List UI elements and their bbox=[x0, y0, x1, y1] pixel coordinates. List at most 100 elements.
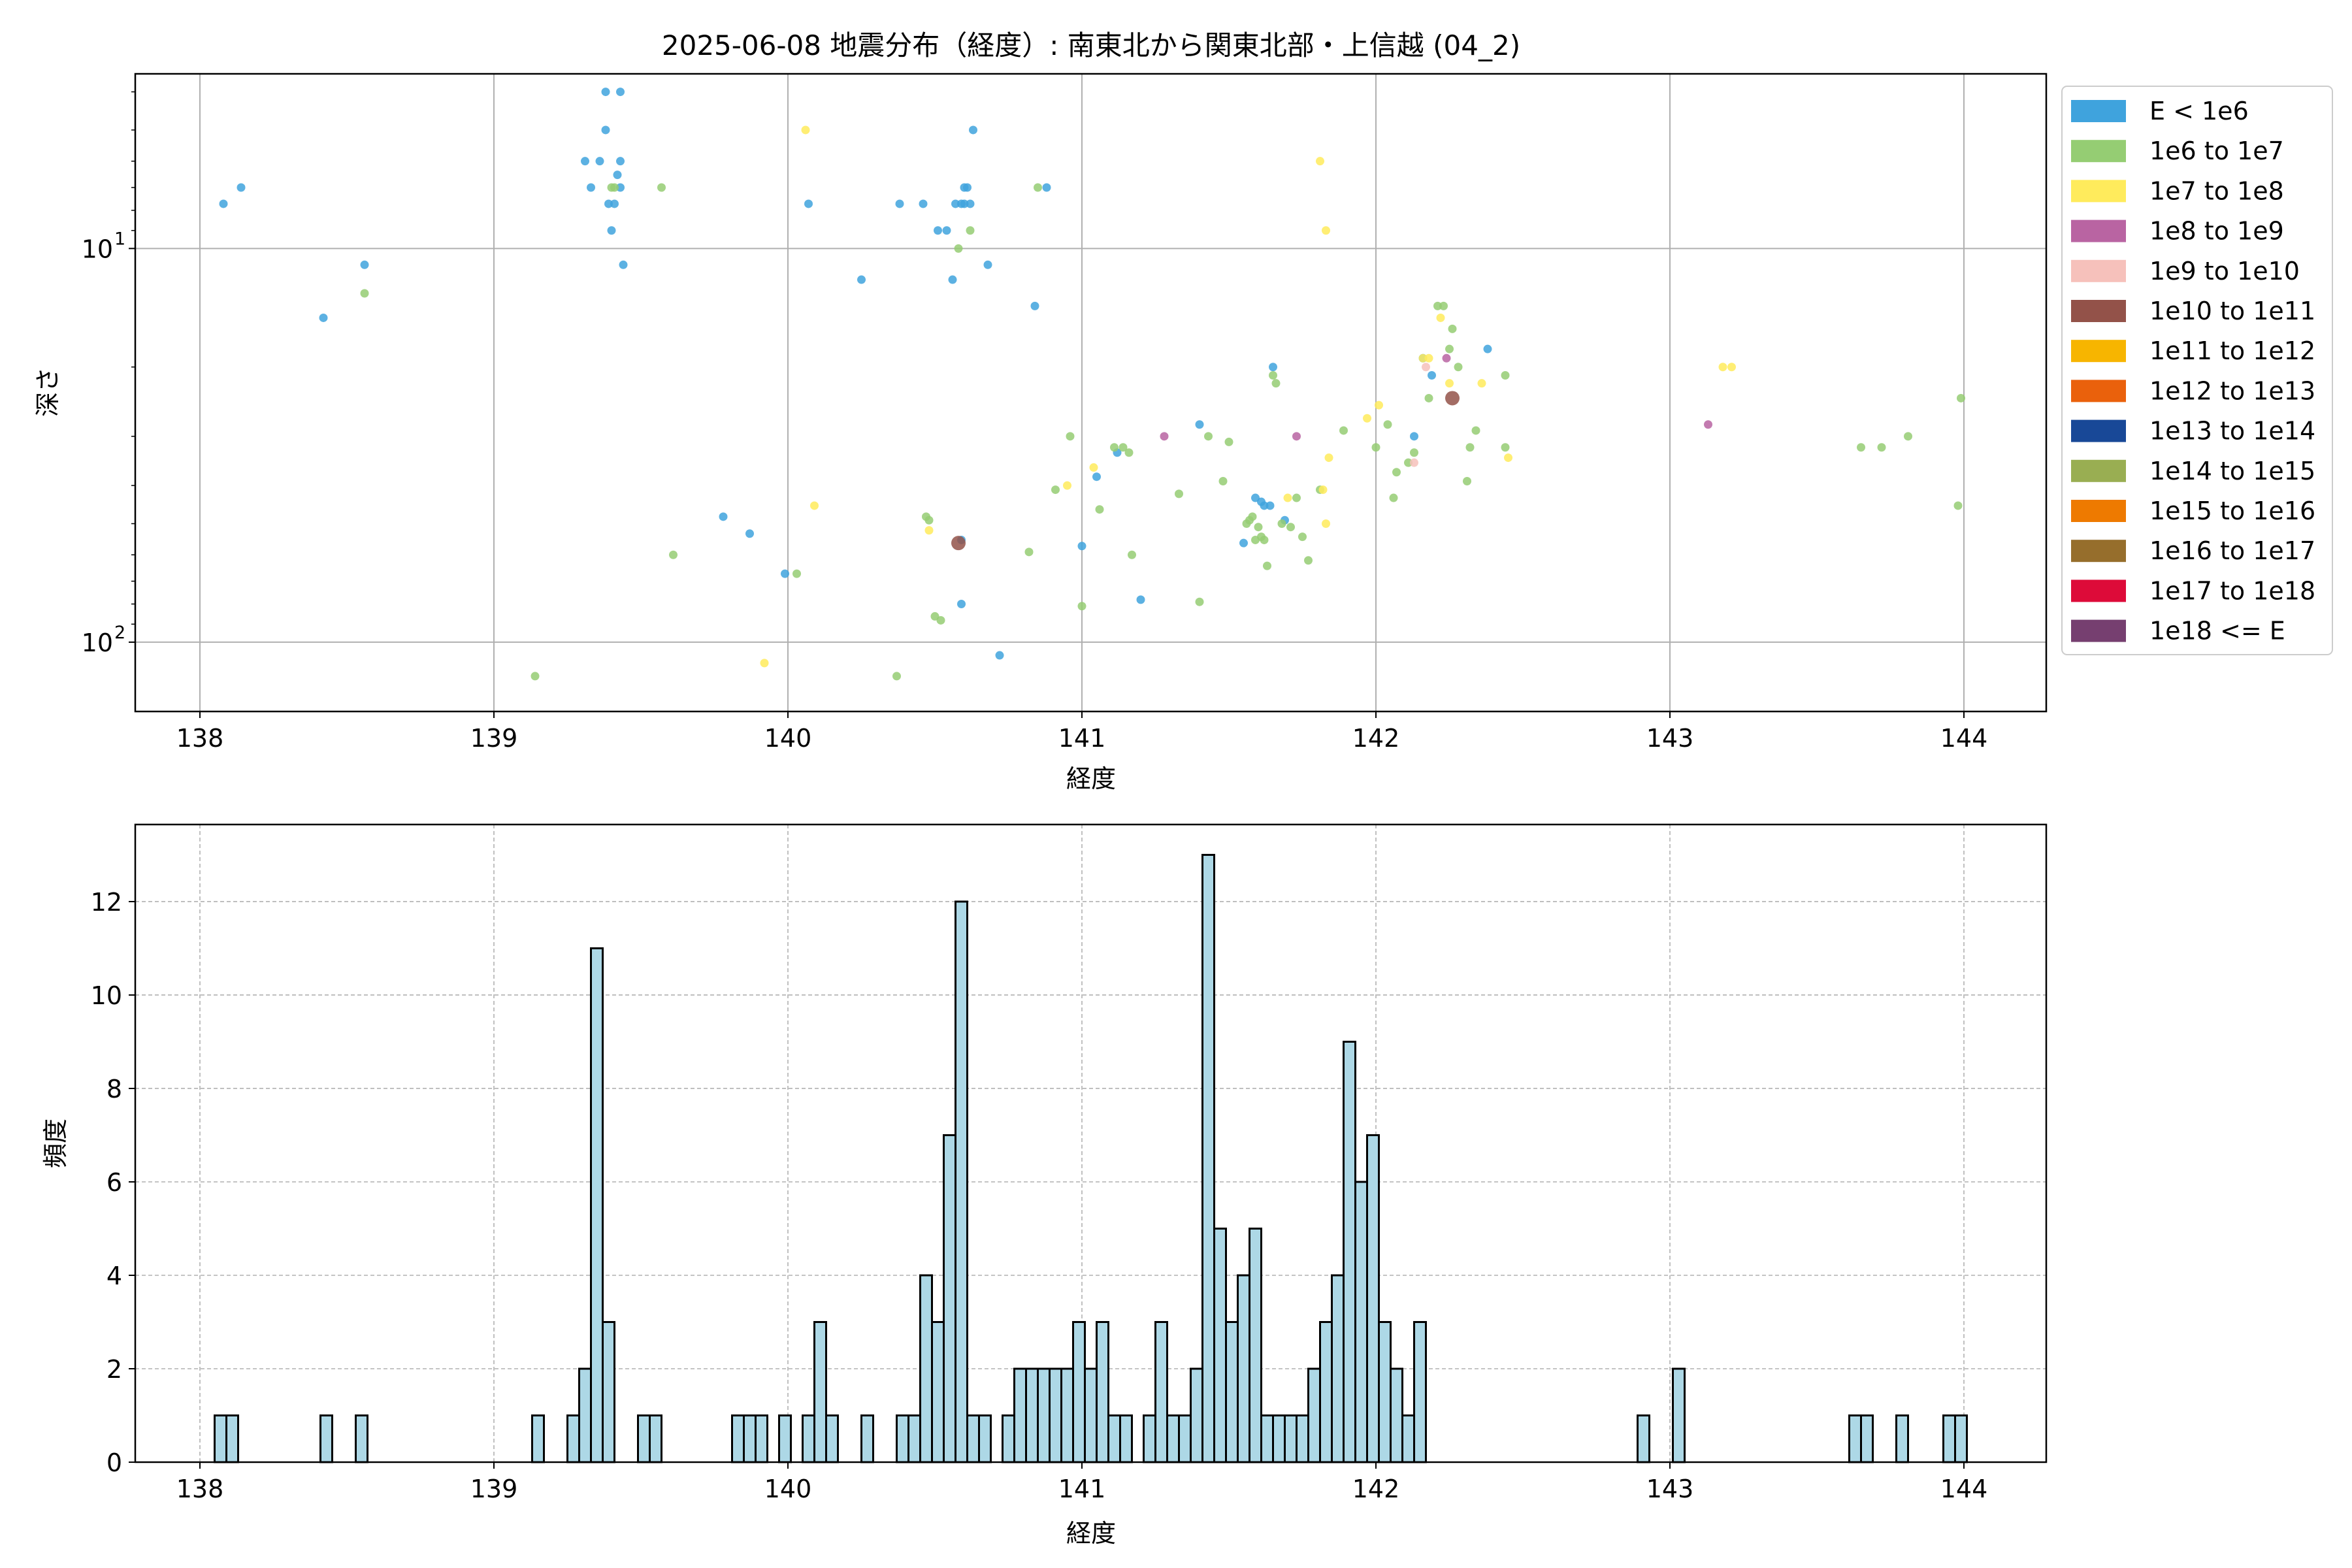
legend-swatch bbox=[2071, 180, 2126, 203]
scatter-point bbox=[1286, 523, 1295, 532]
histogram-x-axis-label: 経度 bbox=[1066, 1519, 1116, 1548]
scatter-point bbox=[1410, 432, 1418, 441]
scatter-point bbox=[1483, 344, 1492, 353]
scatter-point bbox=[948, 275, 957, 284]
legend-label: 1e12 to 1e13 bbox=[2149, 376, 2315, 405]
scatter-point bbox=[607, 226, 616, 235]
scatter-point bbox=[1383, 420, 1392, 429]
scatter-point bbox=[934, 226, 942, 235]
scatter-point bbox=[1283, 493, 1292, 502]
legend-swatch bbox=[2071, 220, 2126, 242]
histogram-bar bbox=[919, 1274, 933, 1463]
scatter-point bbox=[1433, 301, 1442, 310]
scatter-point bbox=[804, 199, 813, 208]
scatter-point bbox=[1445, 344, 1454, 353]
legend-swatch bbox=[2071, 380, 2126, 402]
scatter-point bbox=[1392, 468, 1401, 477]
scatter-point bbox=[601, 88, 610, 97]
scatter-point bbox=[604, 199, 613, 208]
histogram-bar bbox=[755, 1414, 768, 1463]
histogram-bar bbox=[1296, 1414, 1309, 1463]
histogram-x-tick-label: 143 bbox=[1646, 1475, 1694, 1503]
scatter-point bbox=[616, 157, 625, 166]
scatter-point bbox=[1463, 476, 1471, 485]
histogram-bar bbox=[1037, 1367, 1051, 1463]
scatter-point bbox=[966, 226, 975, 235]
legend-label: 1e6 to 1e7 bbox=[2149, 137, 2284, 165]
scatter-y-tick-exponent: 2 bbox=[114, 623, 125, 643]
histogram-bar bbox=[1895, 1414, 1909, 1463]
histogram-bar bbox=[1672, 1367, 1686, 1463]
scatter-point bbox=[1477, 379, 1486, 388]
histogram-bar bbox=[955, 900, 968, 1463]
scatter-point bbox=[1092, 472, 1101, 482]
histogram-bar bbox=[1002, 1414, 1015, 1463]
legend-label: 1e7 to 1e8 bbox=[2149, 176, 2284, 205]
scatter-point bbox=[924, 526, 934, 535]
scatter-point bbox=[1095, 505, 1104, 514]
histogram-x-tick-label: 140 bbox=[764, 1475, 812, 1503]
scatter-point bbox=[595, 157, 604, 166]
scatter-point bbox=[1424, 353, 1433, 363]
scatter-point bbox=[1119, 443, 1128, 452]
histogram-y-tick-label: 10 bbox=[91, 981, 122, 1010]
scatter-point bbox=[1195, 597, 1204, 606]
legend-swatch bbox=[2071, 100, 2126, 122]
scatter-point bbox=[1957, 393, 1965, 402]
scatter-point bbox=[1030, 301, 1039, 310]
histogram-bar bbox=[1307, 1367, 1321, 1463]
scatter-point bbox=[1471, 426, 1480, 435]
scatter-point bbox=[966, 199, 975, 208]
histogram-bar bbox=[531, 1414, 545, 1463]
scatter-y-tick-label: 10 bbox=[82, 235, 113, 263]
legend-label: 1e14 to 1e15 bbox=[2149, 457, 2315, 485]
scatter-point bbox=[1124, 448, 1134, 457]
scatter-x-tick-label: 139 bbox=[470, 724, 518, 753]
scatter-points bbox=[219, 88, 1965, 681]
histogram-bar bbox=[1848, 1414, 1862, 1463]
legend-swatch bbox=[2071, 419, 2126, 442]
scatter-point bbox=[1727, 363, 1736, 372]
histogram-bar bbox=[1860, 1414, 1874, 1463]
scatter-point bbox=[1718, 363, 1727, 372]
scatter-point bbox=[1024, 547, 1034, 557]
scatter-point bbox=[895, 199, 904, 208]
scatter-point bbox=[1218, 476, 1228, 485]
scatter-point bbox=[960, 199, 969, 208]
scatter-point bbox=[1389, 493, 1398, 502]
histogram-bar bbox=[966, 1414, 980, 1463]
scatter-point bbox=[1034, 183, 1042, 192]
legend-label: 1e13 to 1e14 bbox=[2149, 417, 2315, 446]
scatter-point bbox=[983, 260, 992, 269]
histogram-bar bbox=[743, 1414, 757, 1463]
legend-swatch bbox=[2071, 500, 2126, 522]
scatter-y-tick-label: 10 bbox=[82, 629, 113, 657]
histogram-bar bbox=[1013, 1367, 1027, 1463]
scatter-point bbox=[1318, 485, 1328, 495]
scatter-point bbox=[1953, 501, 1963, 510]
histogram-bar bbox=[1084, 1367, 1098, 1463]
scatter-point bbox=[1269, 371, 1277, 380]
legend-swatch bbox=[2071, 580, 2126, 602]
scatter-point bbox=[951, 199, 960, 208]
histogram-x-tick-label: 141 bbox=[1058, 1475, 1106, 1503]
histogram-bar bbox=[637, 1414, 651, 1463]
legend-label: 1e18 <= E bbox=[2149, 617, 2285, 645]
scatter-point bbox=[957, 600, 966, 609]
scatter-point bbox=[1877, 443, 1886, 452]
scatter-point bbox=[531, 672, 540, 681]
histogram-y-tick-label: 6 bbox=[106, 1168, 122, 1197]
histogram-bar bbox=[1378, 1320, 1392, 1463]
scatter-point bbox=[1857, 443, 1865, 452]
histogram-bar bbox=[355, 1414, 368, 1463]
scatter-point bbox=[1160, 432, 1169, 441]
legend-label: 1e8 to 1e9 bbox=[2149, 217, 2284, 246]
histogram-y-tick-label: 12 bbox=[91, 888, 122, 917]
legend-swatch bbox=[2071, 619, 2126, 642]
scatter-point bbox=[1266, 501, 1275, 510]
scatter-point bbox=[963, 183, 972, 192]
histogram-x-tick-label: 138 bbox=[176, 1475, 224, 1503]
histogram-bar bbox=[1072, 1320, 1086, 1463]
